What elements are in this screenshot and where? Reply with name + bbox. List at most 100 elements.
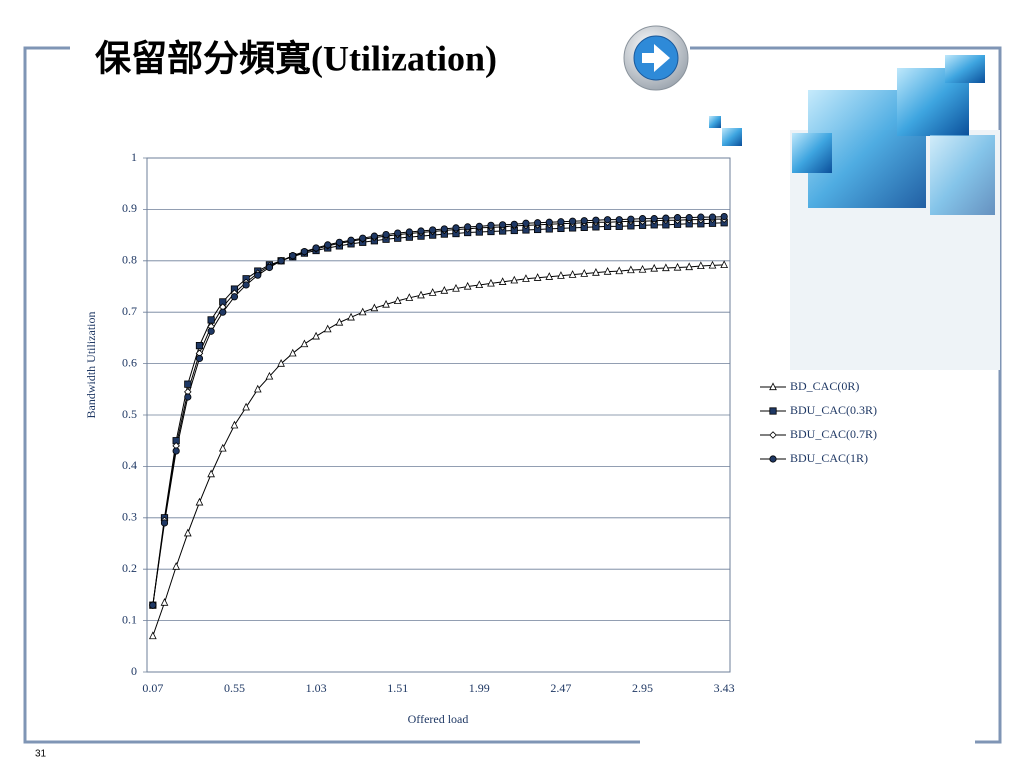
x-tick-label: 3.43 <box>714 681 735 695</box>
marker <box>522 219 530 227</box>
marker <box>230 293 239 301</box>
marker <box>510 275 519 284</box>
marker <box>277 257 285 265</box>
marker <box>615 266 624 275</box>
marker <box>242 402 250 411</box>
marker <box>300 247 309 256</box>
marker <box>207 469 215 478</box>
marker <box>685 214 693 222</box>
marker <box>708 260 717 269</box>
marker <box>487 221 495 229</box>
x-axis-label: Offered load <box>408 712 469 726</box>
marker <box>440 225 448 233</box>
y-tick-label: 0.9 <box>122 201 137 215</box>
marker <box>440 286 449 294</box>
marker <box>533 273 542 281</box>
marker <box>394 229 402 237</box>
marker <box>347 236 355 244</box>
marker <box>312 331 320 340</box>
marker <box>568 270 577 278</box>
marker <box>358 307 367 316</box>
marker <box>288 348 297 357</box>
marker <box>627 215 635 223</box>
marker <box>195 354 204 363</box>
marker <box>183 528 192 537</box>
marker <box>510 220 518 228</box>
y-tick-label: 0 <box>131 664 137 678</box>
marker <box>650 215 658 223</box>
marker <box>580 269 589 277</box>
marker <box>195 342 204 350</box>
marker <box>312 244 320 252</box>
y-tick-label: 0.7 <box>122 304 137 318</box>
marker <box>335 238 343 246</box>
marker <box>289 252 297 260</box>
frame <box>23 46 1002 744</box>
marker <box>650 263 659 272</box>
marker <box>254 271 262 279</box>
marker <box>149 601 157 609</box>
marker <box>148 631 157 640</box>
marker <box>545 272 554 280</box>
slide-title: 保留部分頻寬(Utilization) <box>95 38 497 78</box>
marker <box>568 217 577 225</box>
decoration-cubes <box>709 55 1000 370</box>
x-tick-label: 0.55 <box>224 681 245 695</box>
marker <box>673 214 682 222</box>
marker <box>160 598 169 606</box>
marker <box>242 281 250 289</box>
legend-label: BDU_CAC(1R) <box>790 451 868 465</box>
marker <box>534 219 542 227</box>
marker <box>347 312 355 321</box>
marker <box>405 228 413 236</box>
marker <box>359 234 367 242</box>
marker <box>463 281 472 290</box>
marker <box>638 264 647 273</box>
marker <box>277 359 285 367</box>
arrow-button[interactable] <box>623 25 689 91</box>
marker <box>370 232 378 240</box>
marker <box>464 223 472 231</box>
marker <box>324 241 332 249</box>
marker <box>370 303 379 312</box>
marker <box>522 274 530 282</box>
marker <box>323 324 332 333</box>
marker <box>452 283 460 292</box>
y-tick-label: 0.2 <box>122 561 137 575</box>
marker <box>195 497 204 506</box>
marker <box>580 217 588 225</box>
x-tick-label: 1.03 <box>306 681 327 695</box>
marker <box>230 420 239 429</box>
marker <box>673 262 682 271</box>
marker <box>662 263 670 272</box>
marker <box>615 216 623 224</box>
marker <box>545 218 553 226</box>
x-tick-label: 1.51 <box>387 681 408 695</box>
marker <box>207 327 215 335</box>
y-tick-label: 1 <box>131 150 137 164</box>
marker <box>417 227 425 235</box>
legend-label: BDU_CAC(0.7R) <box>790 427 877 441</box>
y-tick-label: 0.6 <box>122 355 137 369</box>
marker <box>475 280 484 289</box>
marker <box>557 271 565 279</box>
marker <box>603 266 612 275</box>
marker <box>253 384 262 393</box>
marker <box>697 261 705 270</box>
marker <box>428 288 437 296</box>
marker <box>184 380 192 388</box>
marker <box>487 278 495 287</box>
marker <box>300 339 309 348</box>
marker <box>335 317 344 326</box>
marker <box>452 224 460 232</box>
marker <box>184 393 192 401</box>
marker <box>475 222 483 230</box>
y-tick-label: 0.5 <box>122 407 137 421</box>
marker <box>499 221 507 229</box>
y-axis-label: Bandwidth Utilization <box>84 312 98 419</box>
page-number: 31 <box>35 749 47 760</box>
x-tick-label: 1.99 <box>469 681 490 695</box>
marker <box>160 519 169 527</box>
legend-label: BDU_CAC(0.3R) <box>790 403 877 417</box>
